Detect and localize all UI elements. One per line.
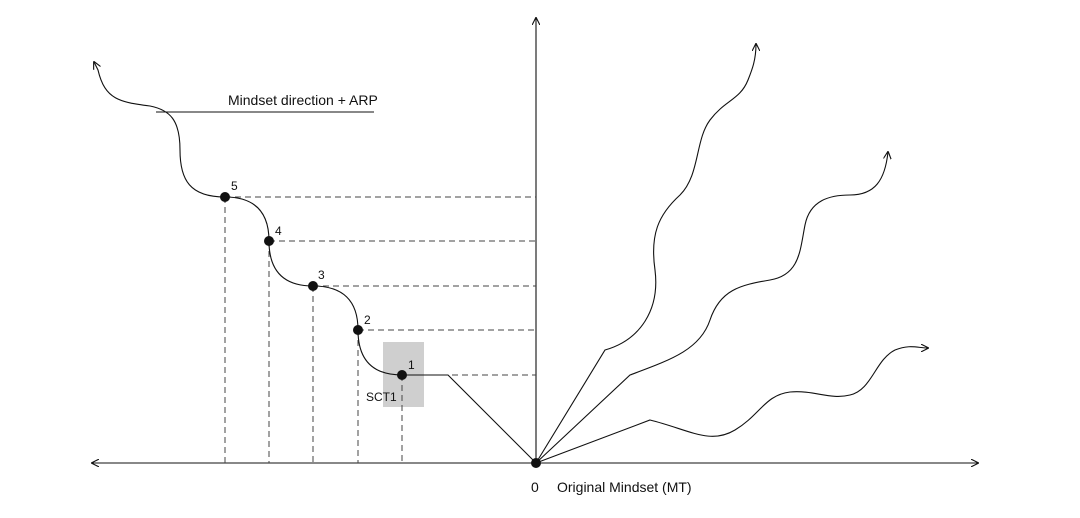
point-3-label: 3 xyxy=(318,268,325,282)
point-4 xyxy=(264,236,274,246)
x-axis-label: Original Mindset (MT) xyxy=(557,479,692,495)
wavy-curve-shallow xyxy=(535,347,928,464)
point-5-label: 5 xyxy=(231,179,238,193)
point-3 xyxy=(308,281,318,291)
left-staircase-curve xyxy=(94,62,537,464)
wavy-curve-medium xyxy=(535,152,888,464)
origin-point xyxy=(531,458,541,468)
point-2 xyxy=(353,325,363,335)
sct1-label: SCT1 xyxy=(366,390,397,404)
origin-label: 0 xyxy=(531,479,539,495)
point-1 xyxy=(397,370,407,380)
wavy-curve-steep xyxy=(535,44,756,464)
direction-label: Mindset direction + ARP xyxy=(228,92,378,108)
point-1-label: 1 xyxy=(408,358,415,372)
point-4-label: 4 xyxy=(275,224,282,238)
point-2-label: 2 xyxy=(364,313,371,327)
point-5 xyxy=(220,192,230,202)
